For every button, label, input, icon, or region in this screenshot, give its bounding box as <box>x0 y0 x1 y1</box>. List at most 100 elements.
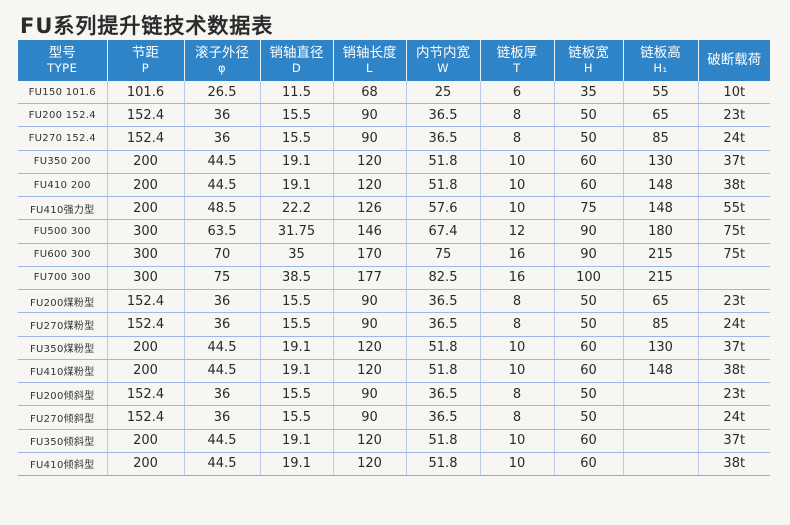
table-cell: 51.8 <box>406 150 481 174</box>
column-header-label: 节距 <box>132 44 159 61</box>
table-cell: 120 <box>333 359 407 384</box>
table-cell: 19.1 <box>260 359 334 384</box>
table-cell: 120 <box>333 452 407 477</box>
table-row: FU410倾斜型 200 44.5 19.1 120 51.8 10 60 38t <box>18 452 770 477</box>
table-cell: 10t <box>698 81 770 105</box>
table-cell: 37t <box>698 150 770 174</box>
page-title: FU系列提升链技术数据表 <box>20 14 274 38</box>
table-cell: 148 <box>623 196 699 221</box>
table-cell: 70 <box>184 243 261 267</box>
column-header-label: 销轴长度 <box>342 44 397 61</box>
table-cell: 63.5 <box>184 219 261 244</box>
table-cell: 55t <box>698 196 770 221</box>
model-type-cell: FU600 300 <box>18 243 108 267</box>
table-cell: 36 <box>184 103 261 128</box>
table-cell: 65 <box>623 103 699 128</box>
table-row: FU410强力型 200 48.5 22.2 126 57.6 10 75 148 55t <box>18 196 770 221</box>
table-cell: 10 <box>480 173 555 198</box>
model-type-cell: FU270倾斜型 <box>18 405 108 430</box>
table-cell: 19.1 <box>260 150 334 174</box>
table-cell: 11.5 <box>260 81 334 105</box>
model-type-cell: FU270煤粉型 <box>18 312 108 337</box>
table-cell: 75t <box>698 243 770 267</box>
table-cell: 152.4 <box>107 126 185 151</box>
column-header-symbol: T <box>513 60 521 75</box>
table-cell: 100 <box>554 266 624 291</box>
table-cell: 85 <box>623 126 699 151</box>
column-header-symbol: D <box>291 60 302 75</box>
table-cell: 36.5 <box>406 312 481 337</box>
table-cell: 60 <box>554 336 624 360</box>
table-cell: 215 <box>623 266 699 291</box>
table-cell: 15.5 <box>260 126 334 151</box>
table-cell: 10 <box>480 336 555 360</box>
column-header-label: 链板高 <box>640 44 681 61</box>
table-cell: 51.8 <box>406 336 481 360</box>
table-cell: 10 <box>480 452 555 477</box>
table-cell: 300 <box>107 243 185 267</box>
table-cell <box>623 452 699 477</box>
table-cell: 44.5 <box>184 173 261 198</box>
table-row: FU700 300 300 75 38.5 177 82.5 16 100 215 <box>18 266 770 291</box>
table-cell: 15.5 <box>260 312 334 337</box>
table-cell: 15.5 <box>260 289 334 314</box>
table-cell: 51.8 <box>406 429 481 453</box>
model-type-cell: FU200 152.4 <box>18 103 108 128</box>
model-type-cell: FU410煤粉型 <box>18 359 108 384</box>
table-cell: 37t <box>698 336 770 360</box>
table-cell: 130 <box>623 336 699 360</box>
table-cell: 75 <box>554 196 624 221</box>
column-header-label: 型号 <box>48 44 76 61</box>
table-cell: 200 <box>107 336 185 360</box>
column-header: 型号 TYPE <box>18 40 108 81</box>
table-cell: 8 <box>480 312 555 337</box>
table-cell: 51.8 <box>406 173 481 198</box>
column-header: 链板高 H₁ <box>623 40 699 81</box>
table-cell: 55 <box>623 81 699 105</box>
table-cell: 12 <box>480 219 555 244</box>
column-header-symbol: W <box>437 60 449 75</box>
table-cell: 19.1 <box>260 429 334 453</box>
table-cell: 75t <box>698 219 770 244</box>
table-cell: 51.8 <box>406 359 481 384</box>
table-cell: 200 <box>107 173 185 198</box>
table-cell: 50 <box>554 312 624 337</box>
table-row: FU200 152.4 152.4 36 15.5 90 36.5 8 50 65 23t <box>18 103 770 128</box>
table-cell: 67.4 <box>406 219 481 244</box>
model-type-cell: FU410倾斜型 <box>18 452 108 477</box>
table-cell: 90 <box>333 312 407 337</box>
table-cell: 24t <box>698 126 770 151</box>
table-cell: 90 <box>554 243 624 267</box>
table-cell: 19.1 <box>260 452 334 477</box>
table-cell: 200 <box>107 359 185 384</box>
table-cell: 10 <box>480 150 555 174</box>
table-cell: 200 <box>107 452 185 477</box>
table-cell: 26.5 <box>184 81 261 105</box>
table-cell: 152.4 <box>107 103 185 128</box>
table-cell: 16 <box>480 243 555 267</box>
column-header: 链板厚 T <box>480 40 555 81</box>
table-cell: 50 <box>554 405 624 430</box>
table-cell: 215 <box>623 243 699 267</box>
table-row: FU350 200 200 44.5 19.1 120 51.8 10 60 130 37t <box>18 150 770 174</box>
table-row: FU270倾斜型 152.4 36 15.5 90 36.5 8 50 24t <box>18 405 770 430</box>
model-type-cell: FU270 152.4 <box>18 126 108 151</box>
table-cell: 60 <box>554 359 624 384</box>
column-header: 节距 P <box>107 40 185 81</box>
table-cell: 36.5 <box>406 382 481 407</box>
table-cell: 44.5 <box>184 452 261 477</box>
table-cell: 38t <box>698 452 770 477</box>
table-cell: 82.5 <box>406 266 481 291</box>
table-cell: 10 <box>480 359 555 384</box>
table-cell: 101.6 <box>107 81 185 105</box>
column-header-symbol: H₁ <box>653 60 668 75</box>
table-cell: 177 <box>333 266 407 291</box>
model-type-cell: FU700 300 <box>18 266 108 291</box>
table-row: FU350倾斜型 200 44.5 19.1 120 51.8 10 60 37t <box>18 429 770 453</box>
table-row: FU410煤粉型 200 44.5 19.1 120 51.8 10 60 148 38t <box>18 359 770 384</box>
table-cell: 120 <box>333 336 407 360</box>
table-cell: 44.5 <box>184 150 261 174</box>
table-cell: 148 <box>623 173 699 198</box>
model-type-cell: FU350倾斜型 <box>18 429 108 453</box>
table-cell: 120 <box>333 150 407 174</box>
